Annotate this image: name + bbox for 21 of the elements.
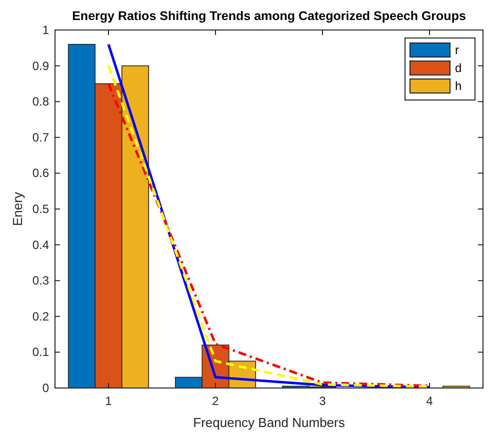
legend-label: r: [455, 43, 459, 57]
y-axis-title: Enery: [10, 192, 25, 226]
y-tick-label: 0.7: [32, 130, 50, 144]
x-tick-label: 1: [105, 394, 112, 408]
y-tick-label: 0.1: [32, 345, 50, 360]
x-tick-label: 2: [212, 394, 220, 408]
legend-label: h: [455, 79, 462, 93]
y-tick-label: 0.6: [32, 166, 50, 180]
y-tick-label: 0.8: [32, 94, 50, 109]
y-tick-label: 0.5: [32, 202, 50, 216]
x-tick-label: 4: [426, 394, 434, 408]
legend-label: d: [455, 61, 462, 75]
y-tick-label: 0.3: [32, 274, 50, 288]
y-tick-label: 1: [42, 23, 50, 37]
y-tick-label: 0.9: [32, 58, 50, 73]
y-tick-label: 0: [42, 381, 50, 395]
x-axis-title: Frequency Band Numbers: [193, 415, 346, 430]
chart-title: Energy Ratios Shifting Trends among Categorized Speech Groups: [72, 9, 466, 23]
y-tick-label: 0.4: [32, 238, 50, 252]
x-tick-label: 3: [319, 394, 326, 408]
y-tick-label: 0.2: [32, 309, 50, 324]
